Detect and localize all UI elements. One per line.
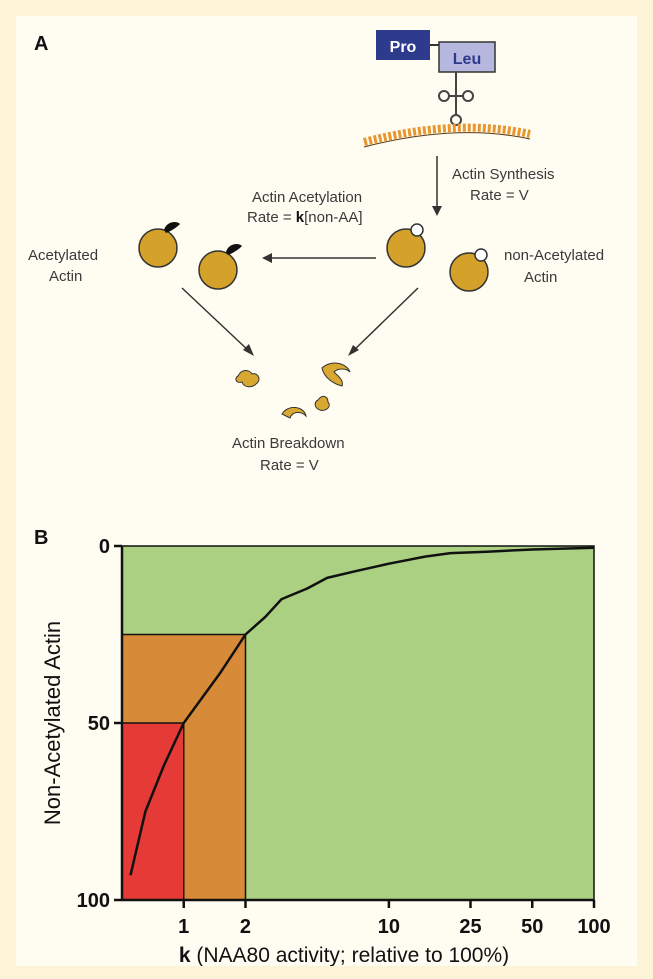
y-tick-label: 100 [77,890,110,912]
x-axis-label: k (NAA80 activity; relative to 100%) [179,944,509,966]
synthesis-label-line2: Rate = V [470,187,529,204]
actin-fragments-icon [235,362,351,419]
breakdown-label-line1: Actin Breakdown [232,435,345,452]
acetylation-label-line2: Rate = k[non-AA] [247,209,363,226]
synthesis-label-line1: Actin Synthesis [452,166,555,183]
x-tick-label: 2 [240,916,251,938]
trna-aa1-box [376,30,430,60]
x-tick-label: 25 [459,916,481,938]
y-tick-label: 0 [99,536,110,558]
chart: 0 50 100 1 2 10 25 50 100 k (NAA80 activity; rela… [40,536,611,966]
non-acetylated-label-line2: Actin [524,269,557,286]
figure-svg: A Pro Leu Actin Synthesis Rate = V Actin… [28,30,611,966]
mrna-icon [362,123,531,148]
x-tick-label: 1 [178,916,189,938]
breakdown-arrow-right [351,287,419,353]
acetylation-label-line1: Actin Acetylation [252,189,362,206]
acetylated-label-line1: Acetylated [28,247,98,264]
x-tick-label: 100 [577,916,610,938]
figure-panel: A Pro Leu Actin Synthesis Rate = V Actin… [16,16,637,966]
trna-icon: Pro Leu [376,30,496,126]
panel-a-letter: A [34,33,48,55]
trna-aa2-box [438,41,496,73]
x-tick-label: 10 [378,916,400,938]
non-acetylated-actin-icon [386,223,489,292]
series-line-0 [129,546,595,876]
breakdown-arrow-left [181,287,251,353]
y-axis-label: Non-Acetylated Actin [40,621,65,825]
breakdown-label-line2: Rate = V [260,457,319,474]
panel-b-letter: B [34,527,48,549]
non-acetylated-label-line1: non-Acetylated [504,247,604,264]
x-tick-label: 50 [521,916,543,938]
y-tick-label: 50 [88,713,110,735]
acetylated-label-line2: Actin [49,268,82,285]
trna-aa1-label: Pro [390,39,417,56]
acetylated-actin-icon [138,222,242,290]
trna-aa2-label: Leu [453,51,481,68]
